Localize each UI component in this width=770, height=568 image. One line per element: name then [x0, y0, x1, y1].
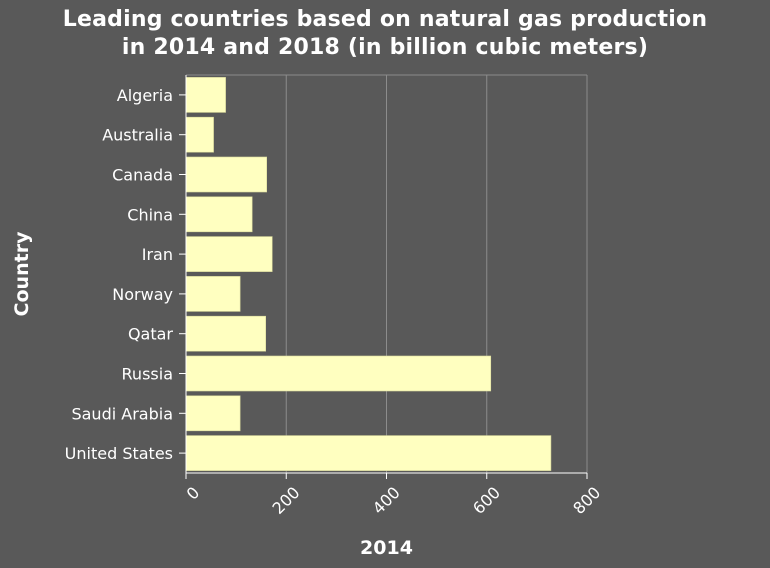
y-tick-label: Iran: [142, 245, 173, 264]
x-tick-label: 400: [369, 483, 404, 518]
y-axis-title: Country: [11, 231, 33, 317]
grid: [185, 74, 588, 473]
y-tick-label: Canada: [112, 166, 173, 185]
bar-qatar: [185, 315, 266, 352]
bar-iran: [185, 236, 273, 272]
x-tick-label: 600: [469, 483, 504, 518]
y-tick-label: Algeria: [117, 86, 173, 105]
bar-saudi-arabia: [185, 395, 241, 432]
bar-algeria: [185, 77, 226, 113]
chart-title-line-2: in 2014 and 2018 (in billion cubic meter…: [121, 35, 649, 60]
y-tick-label: Saudi Arabia: [71, 404, 173, 423]
bar-canada: [185, 156, 268, 193]
y-tick-label: Russia: [122, 365, 173, 384]
chart-title-line-1: Leading countries based on natural gas p…: [62, 7, 708, 32]
x-tick-label: 800: [569, 483, 604, 518]
bar-norway: [185, 276, 241, 312]
bar-china: [185, 196, 253, 233]
y-tick-label: United States: [65, 444, 173, 463]
y-tick-label: Australia: [102, 126, 173, 145]
bar-united-states: [185, 435, 552, 471]
x-tick-label: 200: [269, 483, 304, 518]
y-tick-label: China: [127, 205, 173, 224]
bar-australia: [185, 116, 214, 153]
bars: [185, 77, 552, 471]
bar-russia: [185, 355, 492, 392]
x-axis-title: 2014: [360, 537, 413, 559]
y-tick-label: Norway: [112, 285, 173, 304]
y-tick-label: Qatar: [128, 325, 173, 344]
x-tick-label: 0: [183, 483, 204, 504]
